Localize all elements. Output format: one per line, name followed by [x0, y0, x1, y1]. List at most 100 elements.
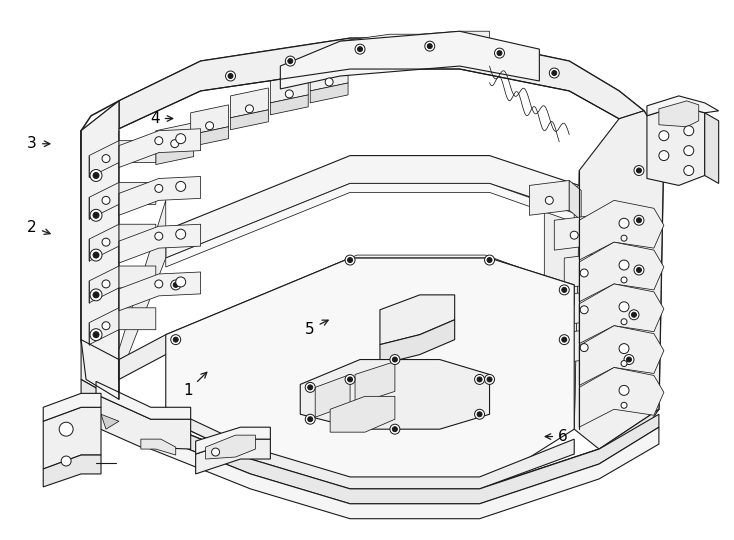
Circle shape — [621, 319, 627, 325]
Circle shape — [173, 337, 178, 342]
Circle shape — [636, 218, 642, 222]
Circle shape — [155, 232, 163, 240]
Polygon shape — [81, 380, 659, 504]
Polygon shape — [191, 105, 228, 134]
Circle shape — [619, 302, 629, 312]
Circle shape — [155, 185, 163, 192]
Polygon shape — [89, 308, 156, 345]
Circle shape — [348, 258, 352, 262]
Polygon shape — [420, 31, 490, 56]
Circle shape — [631, 312, 636, 318]
Polygon shape — [166, 258, 574, 489]
Circle shape — [175, 277, 186, 287]
Polygon shape — [570, 180, 581, 220]
Polygon shape — [579, 326, 664, 386]
Circle shape — [390, 355, 400, 365]
Polygon shape — [594, 215, 606, 255]
Polygon shape — [659, 101, 699, 127]
Circle shape — [357, 46, 363, 52]
Polygon shape — [166, 407, 574, 489]
Circle shape — [90, 170, 102, 181]
Circle shape — [634, 215, 644, 225]
Circle shape — [345, 374, 355, 384]
Polygon shape — [574, 111, 664, 449]
Circle shape — [636, 168, 642, 173]
Circle shape — [562, 287, 567, 292]
Polygon shape — [270, 95, 308, 115]
Circle shape — [305, 414, 315, 424]
Circle shape — [211, 448, 219, 456]
Circle shape — [621, 277, 627, 283]
Circle shape — [659, 151, 669, 160]
Polygon shape — [89, 183, 156, 219]
Circle shape — [171, 335, 181, 345]
Circle shape — [286, 90, 294, 98]
Circle shape — [477, 412, 482, 417]
Circle shape — [355, 44, 365, 54]
Polygon shape — [119, 200, 166, 380]
Polygon shape — [43, 393, 101, 421]
Polygon shape — [43, 407, 101, 469]
Circle shape — [90, 289, 102, 301]
Circle shape — [636, 267, 642, 273]
Circle shape — [325, 78, 333, 86]
Polygon shape — [545, 185, 579, 429]
Text: 3: 3 — [27, 136, 50, 151]
Circle shape — [93, 172, 99, 179]
Circle shape — [175, 134, 186, 144]
Circle shape — [487, 258, 492, 262]
Polygon shape — [166, 156, 579, 258]
Circle shape — [619, 260, 629, 270]
Circle shape — [102, 238, 110, 246]
Circle shape — [345, 255, 355, 265]
Polygon shape — [315, 374, 350, 417]
Circle shape — [175, 229, 186, 239]
Circle shape — [102, 280, 110, 288]
Circle shape — [225, 71, 236, 81]
Polygon shape — [270, 73, 308, 103]
Circle shape — [634, 166, 644, 176]
Polygon shape — [141, 439, 175, 455]
Circle shape — [619, 218, 629, 228]
Polygon shape — [156, 123, 194, 153]
Polygon shape — [96, 381, 191, 419]
Circle shape — [93, 252, 99, 258]
Circle shape — [629, 310, 639, 320]
Circle shape — [621, 402, 627, 408]
Polygon shape — [380, 320, 454, 365]
Circle shape — [580, 306, 588, 314]
Circle shape — [562, 337, 567, 342]
Polygon shape — [119, 272, 200, 311]
Polygon shape — [196, 439, 270, 474]
Polygon shape — [579, 284, 664, 343]
Polygon shape — [340, 34, 420, 69]
Circle shape — [621, 235, 627, 241]
Polygon shape — [119, 129, 200, 167]
Polygon shape — [564, 253, 604, 288]
Circle shape — [627, 357, 631, 362]
Circle shape — [171, 280, 181, 290]
Circle shape — [155, 137, 163, 145]
Polygon shape — [230, 110, 269, 130]
Polygon shape — [196, 327, 559, 410]
Text: 2: 2 — [27, 220, 50, 234]
Polygon shape — [564, 328, 604, 362]
Polygon shape — [181, 255, 566, 339]
Circle shape — [308, 385, 313, 390]
Circle shape — [570, 231, 578, 239]
Circle shape — [425, 41, 435, 51]
Circle shape — [580, 269, 588, 277]
Circle shape — [206, 122, 214, 130]
Polygon shape — [191, 127, 228, 147]
Circle shape — [484, 255, 495, 265]
Polygon shape — [81, 38, 664, 489]
Polygon shape — [81, 394, 659, 519]
Circle shape — [684, 146, 694, 156]
Circle shape — [305, 382, 315, 393]
Circle shape — [624, 355, 634, 365]
Circle shape — [659, 131, 669, 140]
Polygon shape — [81, 394, 191, 449]
Polygon shape — [280, 31, 539, 89]
Polygon shape — [705, 113, 719, 184]
Circle shape — [559, 335, 570, 345]
